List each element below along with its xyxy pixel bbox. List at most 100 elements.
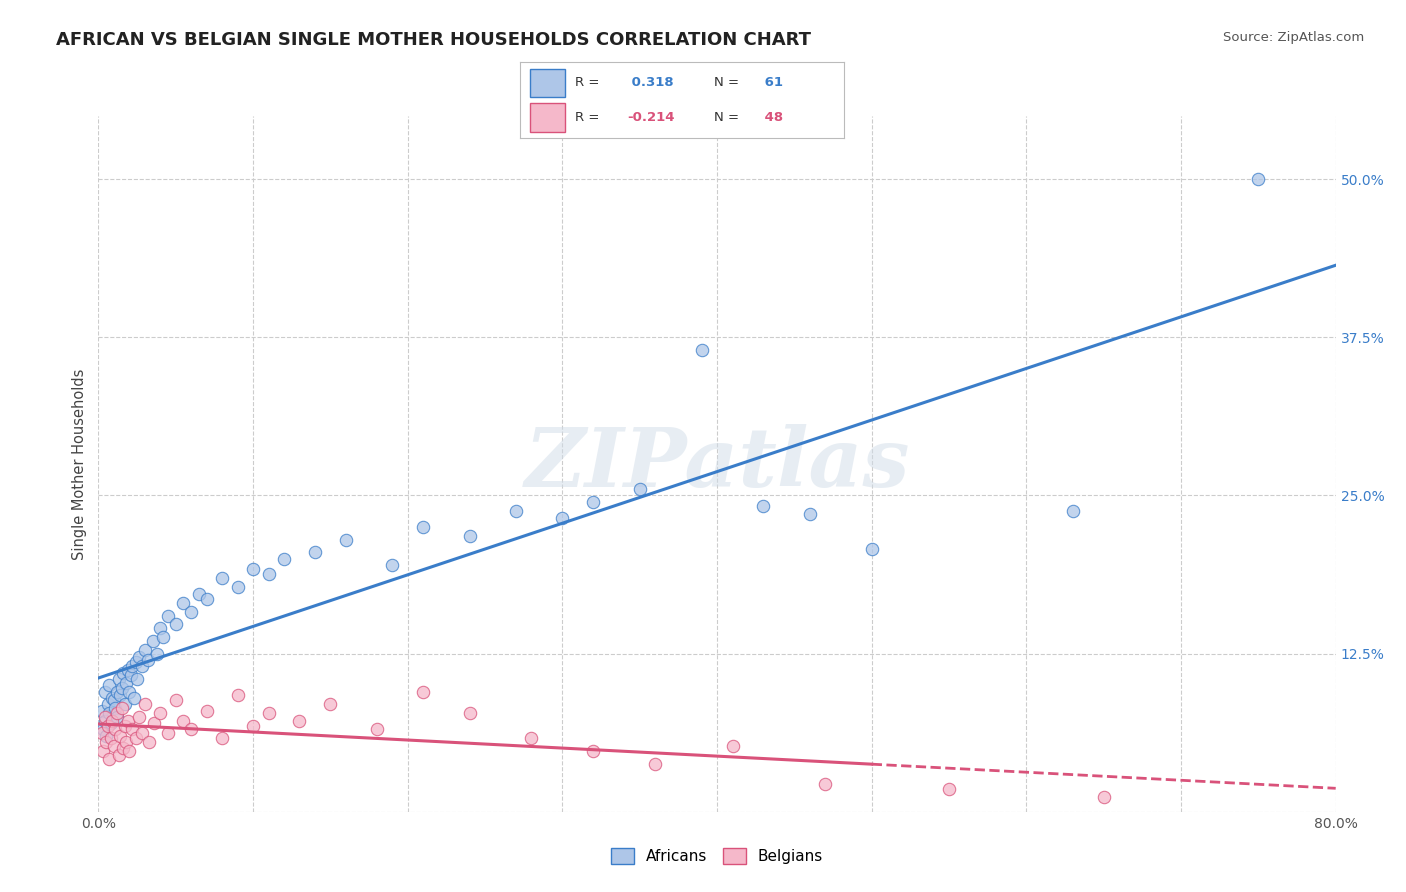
Point xyxy=(100,716,122,731)
Point xyxy=(152,630,174,644)
Y-axis label: Single Mother Households: Single Mother Households xyxy=(72,368,87,559)
Point xyxy=(165,693,187,707)
Point xyxy=(134,697,156,711)
Point xyxy=(520,731,543,746)
Point xyxy=(381,558,404,572)
Point xyxy=(149,706,172,720)
Point xyxy=(111,681,132,695)
Text: R =: R = xyxy=(575,77,599,89)
Point xyxy=(136,653,159,667)
Point xyxy=(114,697,136,711)
Point xyxy=(93,714,115,728)
Point xyxy=(211,731,233,746)
Point xyxy=(103,739,125,753)
Point xyxy=(458,529,481,543)
Point xyxy=(134,642,156,657)
Point xyxy=(319,697,342,711)
Point xyxy=(172,714,194,728)
Text: 48: 48 xyxy=(759,112,783,124)
Point xyxy=(118,684,141,698)
Point xyxy=(644,756,666,771)
Point xyxy=(505,503,527,517)
Point xyxy=(458,706,481,720)
Point xyxy=(141,634,165,648)
Point xyxy=(117,714,139,728)
Point xyxy=(124,731,146,746)
Point xyxy=(93,710,115,724)
Point xyxy=(412,684,434,698)
Point xyxy=(98,751,121,765)
Text: R =: R = xyxy=(575,112,599,124)
Text: Source: ZipAtlas.com: Source: ZipAtlas.com xyxy=(1223,31,1364,45)
Point xyxy=(226,689,249,703)
Point xyxy=(112,665,135,680)
Point xyxy=(304,545,326,559)
Point xyxy=(226,580,249,594)
Point xyxy=(180,723,202,737)
Point xyxy=(165,617,187,632)
Point xyxy=(104,701,127,715)
Point xyxy=(105,706,128,720)
Point xyxy=(105,710,128,724)
Point xyxy=(96,729,118,743)
Text: 61: 61 xyxy=(759,77,783,89)
Point xyxy=(98,678,121,692)
Point xyxy=(146,647,169,661)
Point xyxy=(551,511,574,525)
Point xyxy=(195,592,218,607)
Point xyxy=(101,714,124,728)
Point xyxy=(90,726,112,740)
FancyBboxPatch shape xyxy=(530,69,565,97)
Point xyxy=(195,704,218,718)
Point xyxy=(101,690,124,705)
Point xyxy=(105,684,128,698)
Point xyxy=(242,562,264,576)
Point xyxy=(115,735,138,749)
Point xyxy=(96,735,118,749)
Text: N =: N = xyxy=(714,112,740,124)
Point xyxy=(582,495,605,509)
Text: N =: N = xyxy=(714,77,740,89)
Point xyxy=(628,482,651,496)
Point xyxy=(149,621,172,635)
Point xyxy=(273,551,295,566)
Point xyxy=(157,726,180,740)
Point xyxy=(131,659,153,673)
Point xyxy=(814,777,837,791)
Point xyxy=(100,731,122,746)
Point xyxy=(121,723,143,737)
Point xyxy=(128,650,150,665)
FancyBboxPatch shape xyxy=(530,103,565,132)
Point xyxy=(752,499,775,513)
Point xyxy=(288,714,311,728)
Point xyxy=(690,343,713,357)
Point xyxy=(103,693,125,707)
Text: AFRICAN VS BELGIAN SINGLE MOTHER HOUSEHOLDS CORRELATION CHART: AFRICAN VS BELGIAN SINGLE MOTHER HOUSEHO… xyxy=(56,31,811,49)
Point xyxy=(127,672,149,686)
Point xyxy=(104,723,127,737)
Point xyxy=(1062,503,1084,517)
Point xyxy=(180,605,202,619)
Point xyxy=(112,741,135,756)
Point xyxy=(242,719,264,733)
Point xyxy=(120,668,142,682)
Point xyxy=(91,744,114,758)
Point xyxy=(128,710,150,724)
Point xyxy=(188,587,211,601)
Point xyxy=(121,659,143,673)
Point xyxy=(108,729,131,743)
Point xyxy=(108,689,131,703)
Legend: Africans, Belgians: Africans, Belgians xyxy=(605,842,830,871)
Point xyxy=(107,672,129,686)
Point xyxy=(366,723,388,737)
Point xyxy=(93,684,115,698)
Point xyxy=(172,596,194,610)
Point xyxy=(138,735,160,749)
Point xyxy=(124,656,146,670)
Point xyxy=(131,726,153,740)
Text: 0.318: 0.318 xyxy=(627,77,673,89)
Point xyxy=(90,704,112,718)
Point xyxy=(111,701,132,715)
Point xyxy=(157,608,180,623)
Point xyxy=(97,719,120,733)
